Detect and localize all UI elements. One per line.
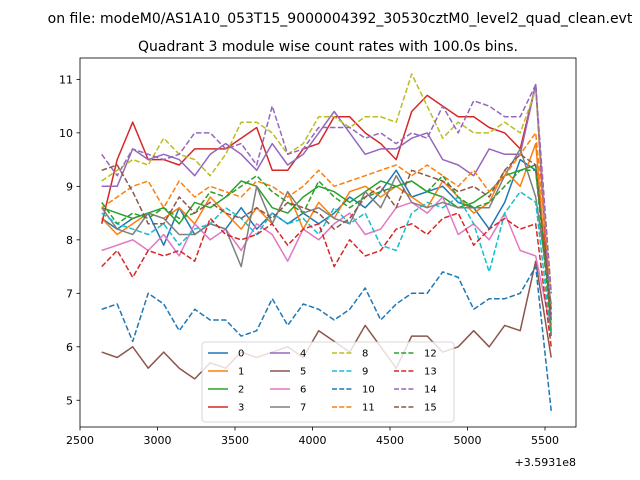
x-tick-label: 3500 xyxy=(221,434,249,447)
x-tick-label: 2500 xyxy=(66,434,94,447)
x-tick-label: 5500 xyxy=(531,434,559,447)
series-line-3 xyxy=(100,83,552,337)
legend-label-8: 8 xyxy=(362,349,368,360)
legend-label-0: 0 xyxy=(238,349,244,360)
x-tick-label: 5000 xyxy=(454,434,482,447)
chart-suptitle: on file: modeM0/AS1A10_053T15_9000004392… xyxy=(48,11,633,27)
legend-label-9: 9 xyxy=(362,367,368,378)
legend-label-2: 2 xyxy=(238,385,244,396)
legend-label-6: 6 xyxy=(300,385,306,396)
series-line-12 xyxy=(101,169,552,331)
series-line-14 xyxy=(101,83,552,294)
y-tick-label: 9 xyxy=(66,180,73,193)
series-line-1 xyxy=(101,142,552,326)
series-line-10 xyxy=(101,265,552,412)
legend-label-3: 3 xyxy=(238,403,244,414)
legend-frame xyxy=(201,341,455,423)
series-line-13 xyxy=(101,212,552,347)
series-line-6 xyxy=(101,196,552,331)
y-tick-label: 7 xyxy=(66,287,73,300)
series-line-11 xyxy=(101,132,552,294)
legend-label-5: 5 xyxy=(300,367,306,378)
y-tick-label: 8 xyxy=(66,234,73,247)
series-line-5 xyxy=(101,260,552,380)
x-tick-label: 3000 xyxy=(144,434,172,447)
series-line-7 xyxy=(101,148,552,305)
legend-label-13: 13 xyxy=(424,367,437,378)
x-tick-label: 4500 xyxy=(376,434,404,447)
series-layer xyxy=(100,73,552,412)
series-line-4 xyxy=(101,83,552,321)
y-tick-label: 10 xyxy=(59,127,73,140)
legend-label-7: 7 xyxy=(300,403,306,414)
legend-label-4: 4 xyxy=(300,349,306,360)
plot-frame xyxy=(79,57,577,428)
legend-label-15: 15 xyxy=(424,403,437,414)
legend-label-12: 12 xyxy=(424,349,437,360)
x-tick-label: 4000 xyxy=(299,434,327,447)
y-tick-label: 6 xyxy=(66,341,73,354)
series-line-9 xyxy=(101,190,552,337)
y-tick-label: 5 xyxy=(66,394,73,407)
y-tick-label: 11 xyxy=(59,73,73,86)
series-line-8 xyxy=(101,73,552,294)
legend-label-11: 11 xyxy=(362,403,375,414)
legend-label-14: 14 xyxy=(424,385,437,396)
legend-label-10: 10 xyxy=(362,385,375,396)
legend-label-1: 1 xyxy=(238,367,244,378)
series-line-15 xyxy=(101,153,552,315)
x-offset-label: +3.5931e8 xyxy=(515,456,576,469)
chart-title: Quadrant 3 module wise count rates with … xyxy=(138,39,518,55)
